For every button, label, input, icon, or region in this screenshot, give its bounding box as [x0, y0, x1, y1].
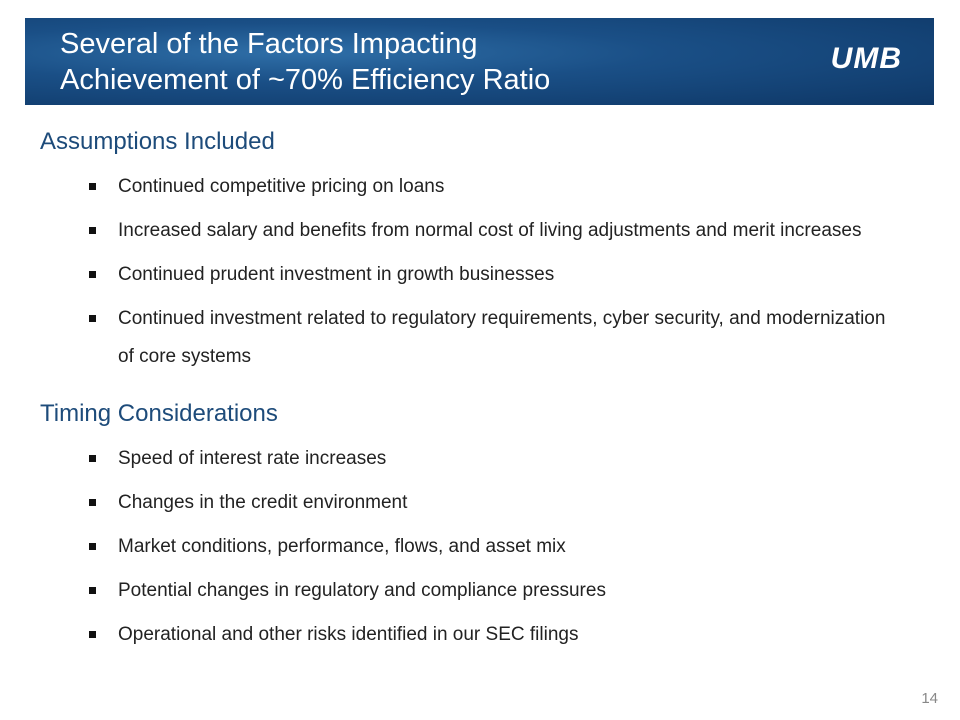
- bullet: Operational and other risks identified i…: [40, 616, 900, 654]
- bullet: Continued investment related to regulato…: [40, 300, 900, 376]
- bullet: Potential changes in regulatory and comp…: [40, 572, 900, 610]
- bullet: Changes in the credit environment: [40, 484, 900, 522]
- bullet: Market conditions, performance, flows, a…: [40, 528, 900, 566]
- header-banner: Several of the Factors Impacting Achieve…: [25, 18, 934, 105]
- title: Several of the Factors Impacting Achieve…: [60, 26, 550, 98]
- title-line: Several of the Factors Impacting: [60, 28, 478, 60]
- bullet: Continued prudent investment in growth b…: [40, 256, 900, 294]
- bullet: Speed of interest rate increases: [40, 440, 900, 478]
- section-heading: Assumptions Included: [40, 128, 275, 155]
- title-line: Achievement of ~70% Efficiency Ratio: [60, 64, 551, 96]
- bullet-list: Speed of interest rate increases Changes …: [40, 440, 900, 654]
- page-number: 14: [921, 690, 938, 707]
- bullet-list: Continued competitive pricing on loans In…: [40, 168, 900, 376]
- content: Assumptions Included Continued competitiv…: [40, 128, 900, 678]
- section-heading: Timing Considerations: [40, 400, 278, 427]
- bullet: Increased salary and benefits from norma…: [40, 212, 900, 250]
- bullet: Continued competitive pricing on loans: [40, 168, 900, 206]
- logo: UMB: [830, 42, 902, 75]
